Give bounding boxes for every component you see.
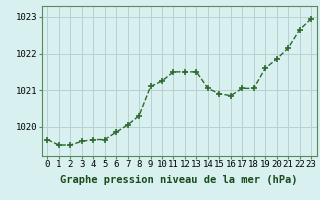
X-axis label: Graphe pression niveau de la mer (hPa): Graphe pression niveau de la mer (hPa) bbox=[60, 175, 298, 185]
